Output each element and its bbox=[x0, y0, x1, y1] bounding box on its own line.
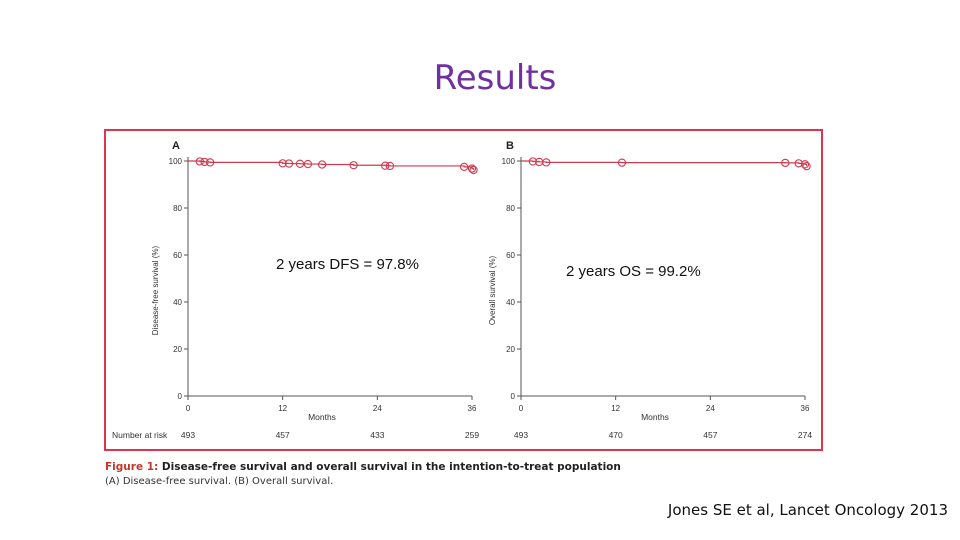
panel-a-y-tick-label: 0 bbox=[178, 392, 183, 401]
panel-b-y-tick-label: 20 bbox=[506, 345, 515, 354]
panel-a-y-tick-label: 40 bbox=[173, 298, 182, 307]
panel-b-censor-mark bbox=[617, 158, 627, 167]
panel-b-x-tick-label: 36 bbox=[801, 404, 810, 413]
panel-b-x-axis-label: Months bbox=[641, 412, 669, 422]
panel-a-number-at-risk: 493 bbox=[181, 430, 195, 440]
panel-a-annotation: 2 years DFS = 97.8% bbox=[276, 256, 419, 273]
panel-a-censor-mark bbox=[349, 161, 358, 170]
panel-b-censor-mark bbox=[794, 159, 803, 168]
panel-a-number-at-risk: 259 bbox=[465, 430, 479, 440]
panel-b-number-at-risk: 470 bbox=[609, 430, 623, 440]
panel-a-censor-mark bbox=[284, 159, 294, 168]
panel-b-letter: B bbox=[506, 140, 514, 152]
panel-b-number-at-risk: 274 bbox=[798, 430, 812, 440]
panel-b-censor-mark bbox=[781, 158, 790, 168]
panel-b-y-tick-label: 0 bbox=[511, 392, 516, 401]
panel-b-censor-mark bbox=[802, 162, 811, 171]
panel-b-number-at-risk: 493 bbox=[514, 430, 528, 440]
panel-b-censor-mark bbox=[528, 157, 537, 166]
panel-a-censor-mark bbox=[381, 161, 390, 170]
panel-a-x-tick-label: 24 bbox=[373, 404, 382, 413]
panel-a-censor-mark bbox=[205, 158, 215, 167]
panel-b-y-tick-label: 100 bbox=[502, 157, 516, 166]
panel-b-y-axis-label: Overall survival (%) bbox=[488, 255, 497, 325]
panel-a-number-at-risk: 433 bbox=[370, 430, 384, 440]
panel-b-annotation: 2 years OS = 99.2% bbox=[566, 263, 701, 280]
panel-a-censor-mark bbox=[317, 160, 327, 169]
panel-b-y-tick-label: 60 bbox=[506, 251, 515, 260]
panel-a-y-axis-label: Disease-free survival (%) bbox=[151, 245, 160, 335]
panel-a-y-tick-label: 100 bbox=[169, 157, 183, 166]
panel-a-x-axis-label: Months bbox=[308, 412, 336, 422]
panel-b-censor-mark bbox=[800, 160, 810, 169]
panel-a-censor-mark bbox=[303, 159, 313, 169]
panel-a-censor-mark bbox=[459, 162, 469, 172]
panel-a-y-tick-label: 60 bbox=[173, 251, 182, 260]
panel-a-survival-line bbox=[188, 160, 475, 170]
panel-b-censor-mark bbox=[542, 158, 551, 167]
figure-caption-title: Figure 1: Disease-free survival and over… bbox=[105, 461, 621, 473]
panel-b-x-tick-label: 0 bbox=[519, 404, 524, 413]
panel-b-x-tick-label: 24 bbox=[706, 404, 715, 413]
panel-a-censor-mark bbox=[295, 159, 305, 168]
panel-a-censor-mark bbox=[385, 161, 395, 171]
panel-a-x-tick-label: 12 bbox=[278, 404, 287, 413]
panel-b-y-tick-label: 40 bbox=[506, 298, 515, 307]
panel-a-censor-mark bbox=[278, 159, 287, 168]
panel-a-number-at-risk-label: Number at risk bbox=[112, 430, 168, 440]
slide-title: Results bbox=[433, 58, 557, 98]
citation: Jones SE et al, Lancet Oncology 2013 bbox=[667, 501, 948, 519]
panel-a-letter: A bbox=[172, 140, 180, 152]
figure-caption-sub: (A) Disease-free survival. (B) Overall s… bbox=[105, 476, 334, 487]
panel-a-censor-mark bbox=[200, 157, 209, 167]
figure-frame bbox=[104, 129, 823, 451]
panel-a-censor-mark bbox=[469, 165, 478, 175]
panel-b-y-tick-label: 80 bbox=[506, 204, 515, 213]
panel-a-y-tick-label: 80 bbox=[173, 204, 182, 213]
panel-b-number-at-risk: 457 bbox=[703, 430, 717, 440]
panel-a-y-tick-label: 20 bbox=[173, 345, 182, 354]
panel-a-x-tick-label: 0 bbox=[186, 404, 191, 413]
panel-a-x-tick-label: 36 bbox=[468, 404, 477, 413]
figure-caption-text: Disease-free survival and overall surviv… bbox=[161, 461, 621, 473]
panel-a-number-at-risk: 457 bbox=[276, 430, 290, 440]
figure-caption-label: Figure 1: bbox=[105, 461, 159, 473]
panel-b-x-tick-label: 12 bbox=[611, 404, 620, 413]
panel-a-censor-mark bbox=[195, 157, 204, 166]
panel-b-survival-line bbox=[521, 160, 808, 167]
panel-a-censor-mark bbox=[467, 164, 477, 173]
